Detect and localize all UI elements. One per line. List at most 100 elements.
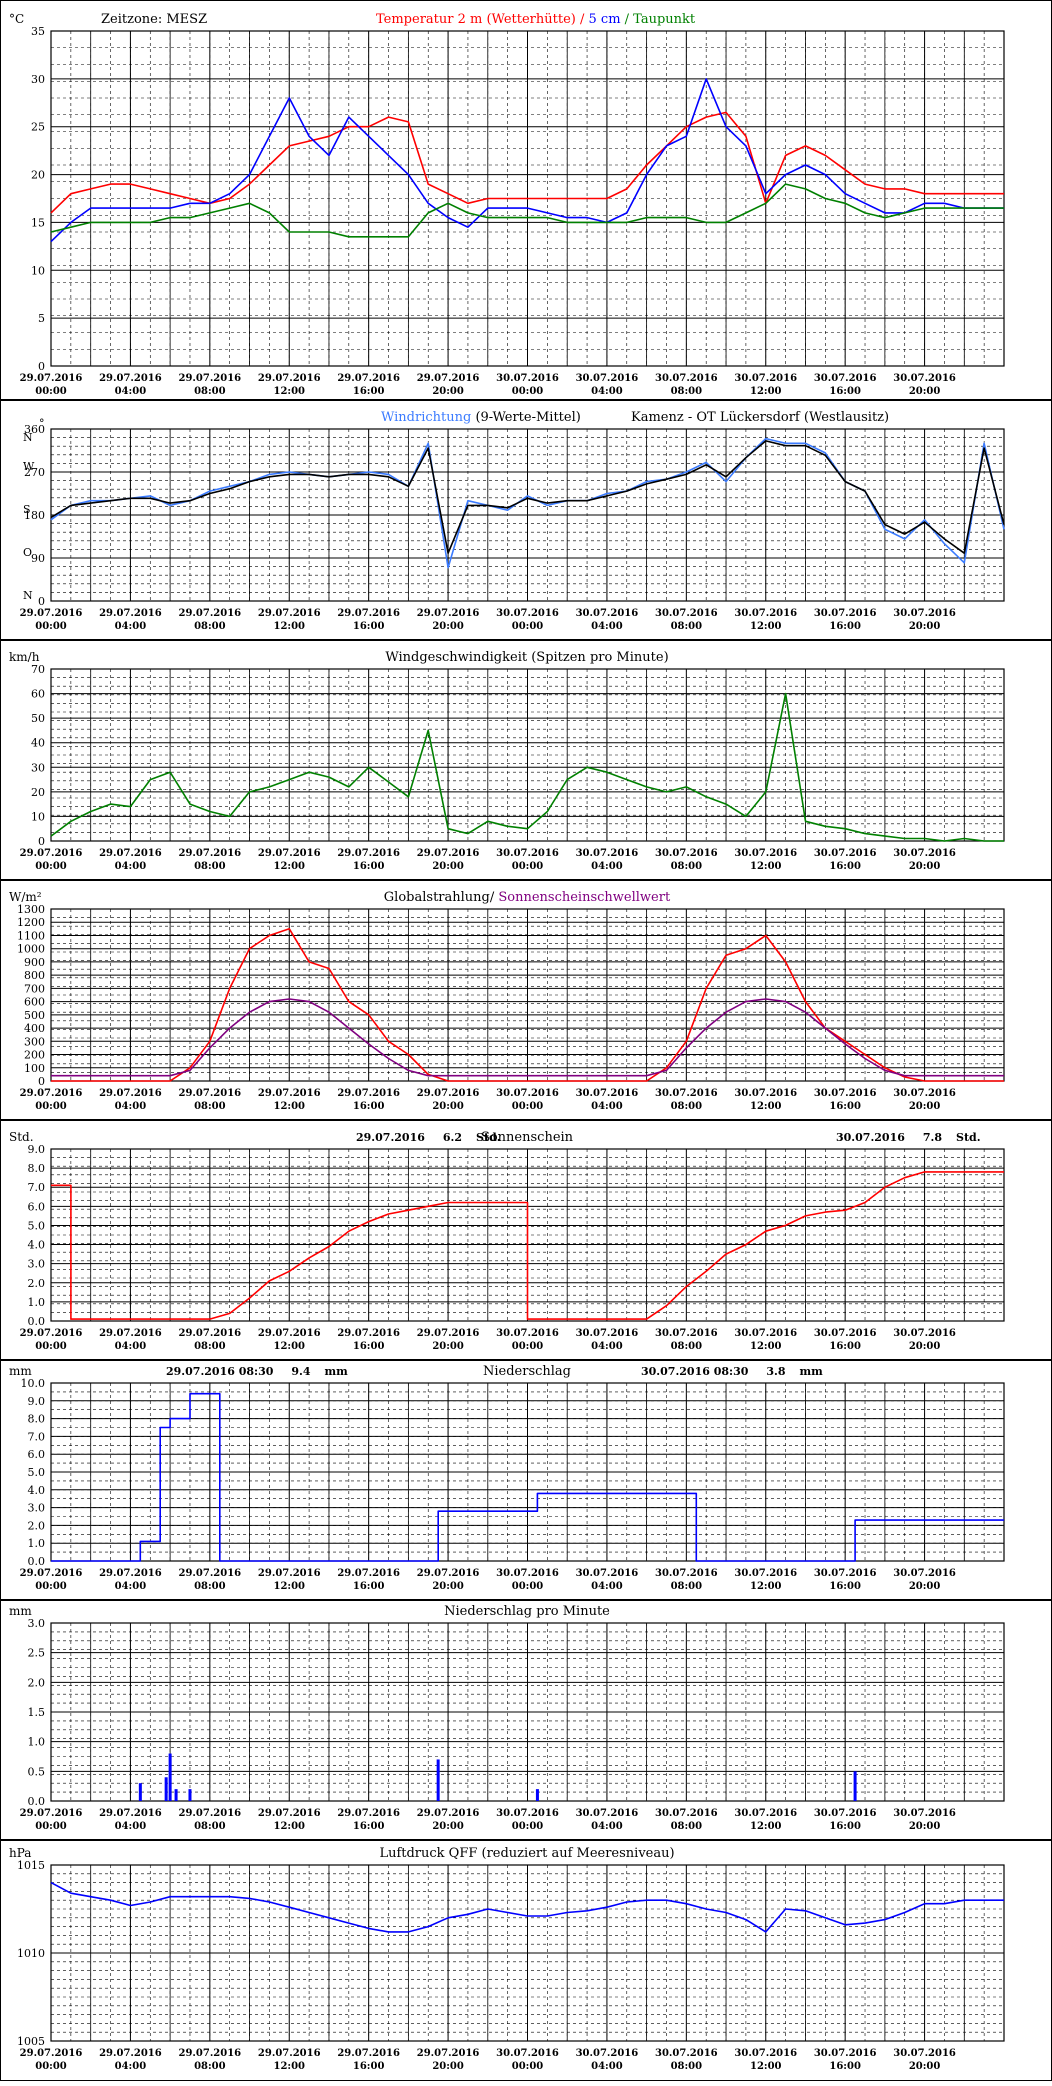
x-tick-time: 16:00 xyxy=(829,386,861,397)
x-tick-time: 20:00 xyxy=(909,1101,941,1112)
precip-bar xyxy=(853,1771,857,1801)
x-tick-date: 29.07.2016 xyxy=(20,1088,83,1099)
y-axis-label: km/h xyxy=(9,650,40,664)
x-tick-time: 16:00 xyxy=(829,1821,861,1832)
x-tick-date: 30.07.2016 xyxy=(734,2048,797,2059)
y-axis-unit: ° xyxy=(39,417,45,430)
x-tick-date: 29.07.2016 xyxy=(258,848,321,859)
x-tick-date: 30.07.2016 xyxy=(734,608,797,619)
grid xyxy=(50,1148,1005,1322)
x-tick-date: 30.07.2016 xyxy=(893,1088,956,1099)
x-tick-time: 16:00 xyxy=(829,1581,861,1592)
panel-radiation: 0 100 200 300 400 500 600 700 800 900 1000 1100 1200… xyxy=(0,880,1052,1120)
x-tick-date: 29.07.2016 xyxy=(20,2048,83,2059)
title-part: Globalstrahlung/ xyxy=(384,890,495,905)
compass-label: O xyxy=(23,546,32,559)
series-line-precipitation-0 xyxy=(51,1392,1004,1562)
title-part: / xyxy=(576,12,585,27)
title-part: / xyxy=(621,12,630,27)
x-tick-time: 12:00 xyxy=(273,386,305,397)
x-tick-date: 29.07.2016 xyxy=(179,1808,242,1819)
x-tick-time: 04:00 xyxy=(591,386,623,397)
x-tick-time: 00:00 xyxy=(512,1101,544,1112)
x-tick-time: 04:00 xyxy=(115,861,147,872)
x-tick-date: 29.07.2016 xyxy=(337,1808,400,1819)
series-line-radiation-1 xyxy=(51,998,1004,1077)
x-tick-date: 29.07.2016 xyxy=(99,373,162,384)
y-tick-label: 9.0 xyxy=(28,1143,46,1156)
title-part: Windrichtung xyxy=(381,410,471,425)
x-tick-time: 12:00 xyxy=(273,1581,305,1592)
x-tick-date: 30.07.2016 xyxy=(893,608,956,619)
x-tick-date: 29.07.2016 xyxy=(99,608,162,619)
x-tick-time: 20:00 xyxy=(909,2061,941,2072)
x-tick-time: 00:00 xyxy=(512,1341,544,1352)
plot-frame xyxy=(50,1864,1005,2042)
y-tick-label: 2.0 xyxy=(28,1676,46,1689)
x-tick-date: 29.07.2016 xyxy=(258,1088,321,1099)
panel-title: Windrichtung (9-Werte-Mittel) xyxy=(381,410,581,425)
x-tick-time: 08:00 xyxy=(671,386,703,397)
x-tick-time: 16:00 xyxy=(353,861,385,872)
x-tick-date: 29.07.2016 xyxy=(258,608,321,619)
x-tick-date: 30.07.2016 xyxy=(576,848,639,859)
x-tick-time: 08:00 xyxy=(671,621,703,632)
y-tick-label: 700 xyxy=(24,982,45,995)
panel-pressure: 1005 1010 1015 hPa 29.07.2016 00:00 29.07.2016… xyxy=(0,1840,1052,2081)
y-tick-label: 5.0 xyxy=(28,1466,46,1479)
x-tick-time: 12:00 xyxy=(273,1101,305,1112)
x-tick-time: 20:00 xyxy=(909,386,941,397)
x-tick-time: 00:00 xyxy=(35,1821,67,1832)
x-tick-time: 16:00 xyxy=(829,2061,861,2072)
x-tick-time: 20:00 xyxy=(909,1341,941,1352)
grid xyxy=(50,428,1005,602)
x-tick-time: 16:00 xyxy=(353,2061,385,2072)
x-tick-time: 04:00 xyxy=(115,386,147,397)
x-tick-date: 29.07.2016 xyxy=(99,1568,162,1579)
x-tick-time: 20:00 xyxy=(909,1821,941,1832)
title-part: Sonnenscheinschwellwert xyxy=(494,890,671,905)
x-tick-time: 00:00 xyxy=(35,861,67,872)
x-tick-date: 30.07.2016 xyxy=(496,373,559,384)
x-tick-date: 29.07.2016 xyxy=(337,1568,400,1579)
y-tick-label: 500 xyxy=(24,1009,45,1022)
x-tick-date: 29.07.2016 xyxy=(179,848,242,859)
x-tick-time: 16:00 xyxy=(353,1341,385,1352)
y-tick-label: 1.0 xyxy=(28,1537,46,1550)
x-tick-date: 30.07.2016 xyxy=(655,1808,718,1819)
x-tick-time: 00:00 xyxy=(35,1581,67,1592)
y-axis-label: hPa xyxy=(9,1846,31,1860)
x-tick-date: 29.07.2016 xyxy=(20,608,83,619)
x-tick-date: 29.07.2016 xyxy=(417,1568,480,1579)
y-tick-label: 50 xyxy=(31,712,45,725)
x-tick-date: 30.07.2016 xyxy=(655,848,718,859)
y-tick-label: 1200 xyxy=(17,916,45,929)
y-tick-label: 9.0 xyxy=(28,1395,46,1408)
panel-wind-speed: 0 10 20 30 40 50 60 70 km/h 29.07.2016 00:00 29.07.… xyxy=(0,640,1052,880)
grid xyxy=(50,1864,1005,2042)
x-tick-time: 20:00 xyxy=(432,1821,464,1832)
x-tick-time: 16:00 xyxy=(353,1581,385,1592)
y-tick-label: 100 xyxy=(24,1062,45,1075)
x-tick-date: 29.07.2016 xyxy=(337,373,400,384)
x-tick-date: 29.07.2016 xyxy=(417,1808,480,1819)
y-tick-label: 1005 xyxy=(17,2035,45,2048)
x-tick-date: 30.07.2016 xyxy=(496,608,559,619)
grid xyxy=(50,668,1005,842)
daily-total-annotation: 29.07.2016 08:30 9.4 mm xyxy=(166,1365,348,1378)
chart-precip-minute: 0.0 0.5 1.0 1.5 2.0 2.5 3.0mm 29.07.2016 00:00 29… xyxy=(9,1604,1005,1832)
x-tick-time: 16:00 xyxy=(829,621,861,632)
x-tick-date: 30.07.2016 xyxy=(734,1568,797,1579)
grid xyxy=(50,1382,1005,1562)
x-tick-date: 29.07.2016 xyxy=(417,608,480,619)
daily-total-annotation: 29.07.2016 6.2 Std. xyxy=(356,1131,501,1144)
y-tick-label: 90 xyxy=(31,552,45,565)
panel-precip-minute: 0.0 0.5 1.0 1.5 2.0 2.5 3.0 mm 29.07.2016 00:00 29… xyxy=(0,1600,1052,1840)
y-tick-label: 20 xyxy=(31,169,45,182)
x-tick-time: 12:00 xyxy=(750,1821,782,1832)
x-tick-time: 00:00 xyxy=(35,386,67,397)
x-tick-time: 16:00 xyxy=(353,1101,385,1112)
x-tick-time: 20:00 xyxy=(432,2061,464,2072)
x-tick-date: 30.07.2016 xyxy=(655,1328,718,1339)
